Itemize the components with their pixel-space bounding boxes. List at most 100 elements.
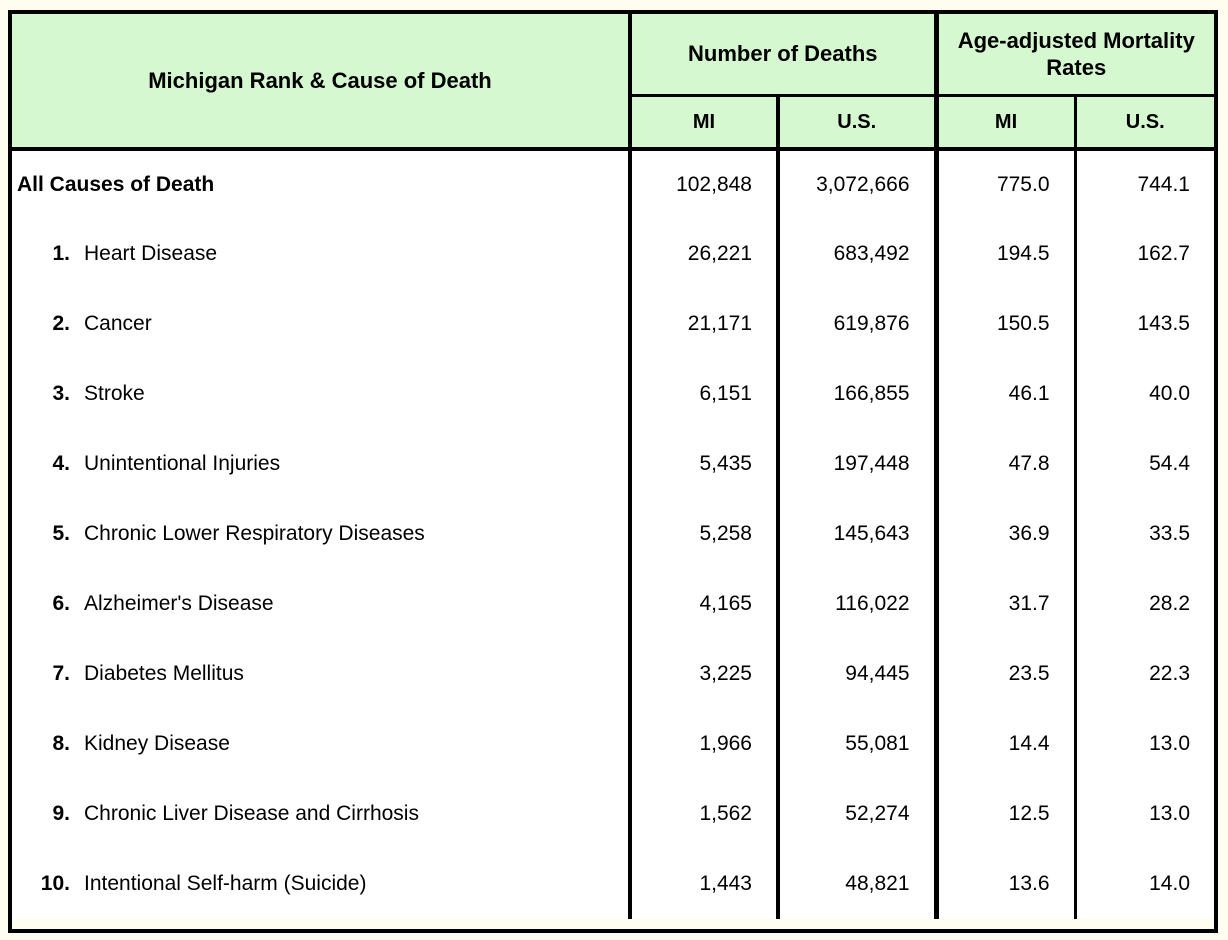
us-rate-cell: 143.5 xyxy=(1137,312,1190,335)
mi-deaths-cell: 5,435 xyxy=(630,429,780,499)
mi-rate-cell: 194.5 xyxy=(936,219,1077,289)
cause-label: Chronic Lower Respiratory Diseases xyxy=(84,522,425,545)
col-header-age-adjusted-rates: Age-adjusted Mortality Rates xyxy=(936,12,1216,97)
cause-label: Cancer xyxy=(84,312,152,335)
col-header-number-of-deaths: Number of Deaths xyxy=(630,12,939,97)
cause-label: Heart Disease xyxy=(84,242,218,265)
mi-deaths-cell: 1,443 xyxy=(630,849,780,919)
us-deaths-cell: 52,274 xyxy=(778,779,939,849)
table-row: 1. Heart Disease 26,221 683,492 194.5 162.7 xyxy=(10,219,1216,289)
cause-cell: All Causes of Death xyxy=(10,149,632,219)
table-body: All Causes of Death 102,848 3,072,666 775.0… xyxy=(10,149,1216,931)
table-row: 7. Diabetes Mellitus 3,225 94,445 23.5 22.3 xyxy=(10,639,1216,709)
rank-label: 10. xyxy=(40,872,70,895)
us-deaths-cell: 166,855 xyxy=(778,359,939,429)
cause-label: Kidney Disease xyxy=(84,732,230,755)
us-deaths-cell: 55,081 xyxy=(778,709,939,779)
rank-label: 8. xyxy=(52,732,70,755)
us-deaths-cell: 683,492 xyxy=(778,219,939,289)
rank-label: 5. xyxy=(52,522,70,545)
us-rate-cell: 54.4 xyxy=(1149,452,1190,475)
rank-label: 7. xyxy=(52,662,70,685)
us-rate-cell: 33.5 xyxy=(1149,522,1190,545)
mi-rate-cell: 23.5 xyxy=(936,639,1077,709)
rank-label: 4. xyxy=(52,452,70,475)
subheader-us-rates: U.S. xyxy=(1075,95,1216,151)
rank-label: 6. xyxy=(52,592,70,615)
mi-rate-cell: 31.7 xyxy=(936,569,1077,639)
rank-label: 9. xyxy=(52,802,70,825)
us-deaths-cell: 145,643 xyxy=(778,499,939,569)
table-row: 6. Alzheimer's Disease 4,165 116,022 31.7 28.… xyxy=(10,569,1216,639)
table-row: 4. Unintentional Injuries 5,435 197,448 47.8… xyxy=(10,429,1216,499)
subheader-mi-rates: MI xyxy=(936,95,1077,151)
table-row: 9. Chronic Liver Disease and Cirrhosis 1,5… xyxy=(10,779,1216,849)
us-deaths-cell: 3,072,666 xyxy=(778,149,939,219)
cause-cell: 5. Chronic Lower Respiratory Diseases xyxy=(10,499,632,569)
mi-deaths-cell: 21,171 xyxy=(630,289,780,359)
mi-deaths-cell: 5,258 xyxy=(630,499,780,569)
mi-rate-cell: 47.8 xyxy=(936,429,1077,499)
table-row: 5. Chronic Lower Respiratory Diseases 5,25… xyxy=(10,499,1216,569)
table-row: 10. Intentional Self-harm (Suicide) 1,443 4… xyxy=(10,849,1216,919)
cause-label: Intentional Self-harm (Suicide) xyxy=(84,872,367,895)
rank-label: 3. xyxy=(52,382,70,405)
cause-cell: 8. Kidney Disease xyxy=(10,709,632,779)
cause-cell: 9. Chronic Liver Disease and Cirrhosis xyxy=(10,779,632,849)
cause-label: Diabetes Mellitus xyxy=(84,662,244,685)
table-row: 3. Stroke 6,151 166,855 46.1 40.0 xyxy=(10,359,1216,429)
mi-rate-cell: 12.5 xyxy=(936,779,1077,849)
cause-label: All Causes of Death xyxy=(17,173,215,196)
cause-cell: 4. Unintentional Injuries xyxy=(10,429,632,499)
mortality-table: Michigan Rank & Cause of Death Number of… xyxy=(8,10,1218,933)
mi-rate-cell: 36.9 xyxy=(936,499,1077,569)
us-rate-cell: 162.7 xyxy=(1137,242,1190,265)
mi-deaths-cell: 4,165 xyxy=(630,569,780,639)
mi-rate-cell: 150.5 xyxy=(936,289,1077,359)
cause-cell: 3. Stroke xyxy=(10,359,632,429)
us-deaths-cell: 619,876 xyxy=(778,289,939,359)
mi-deaths-cell: 3,225 xyxy=(630,639,780,709)
subheader-mi-deaths: MI xyxy=(630,95,780,151)
mi-rate-cell: 46.1 xyxy=(936,359,1077,429)
subheader-us-deaths: U.S. xyxy=(778,95,939,151)
mi-rate-cell: 14.4 xyxy=(936,709,1077,779)
us-deaths-cell: 94,445 xyxy=(778,639,939,709)
us-deaths-cell: 116,022 xyxy=(778,569,939,639)
cause-cell: 6. Alzheimer's Disease xyxy=(10,569,632,639)
cause-cell: 7. Diabetes Mellitus xyxy=(10,639,632,709)
us-rate-cell: 22.3 xyxy=(1149,662,1190,685)
us-rate-cell: 28.2 xyxy=(1149,592,1190,615)
us-deaths-cell: 48,821 xyxy=(778,849,939,919)
header-row-sub: MI U.S. MI U.S. xyxy=(10,95,1216,151)
us-rate-cell: 744.1 xyxy=(1137,173,1190,196)
cause-cell: 1. Heart Disease xyxy=(10,219,632,289)
us-rate-cell: 13.0 xyxy=(1149,732,1190,755)
cause-label: Alzheimer's Disease xyxy=(84,592,274,615)
us-rate-cell: 13.0 xyxy=(1149,802,1190,825)
table-row: All Causes of Death 102,848 3,072,666 775.0… xyxy=(10,149,1216,219)
cause-cell: 10. Intentional Self-harm (Suicide) xyxy=(10,849,632,919)
mi-deaths-cell: 26,221 xyxy=(630,219,780,289)
header-row-groups: Michigan Rank & Cause of Death Number of… xyxy=(10,12,1216,151)
mi-deaths-cell: 6,151 xyxy=(630,359,780,429)
us-deaths-cell: 197,448 xyxy=(778,429,939,499)
cause-label: Stroke xyxy=(84,382,145,405)
rank-label: 1. xyxy=(52,242,70,265)
col-header-cause: Michigan Rank & Cause of Death xyxy=(10,12,632,151)
table-row: 2. Cancer 21,171 619,876 150.5 143.5 xyxy=(10,289,1216,359)
mi-deaths-cell: 1,562 xyxy=(630,779,780,849)
table-row: 8. Kidney Disease 1,966 55,081 14.4 13.0 xyxy=(10,709,1216,779)
cause-label: Unintentional Injuries xyxy=(84,452,281,475)
cause-label: Chronic Liver Disease and Cirrhosis xyxy=(84,802,419,825)
table-header: Michigan Rank & Cause of Death Number of… xyxy=(10,12,1216,151)
mi-rate-cell: 13.6 xyxy=(936,849,1077,919)
mi-deaths-cell: 102,848 xyxy=(630,149,780,219)
rank-label: 2. xyxy=(52,312,70,335)
cause-cell: 2. Cancer xyxy=(10,289,632,359)
mi-deaths-cell: 1,966 xyxy=(630,709,780,779)
bottom-spacer-row xyxy=(10,919,1216,931)
us-rate-cell: 40.0 xyxy=(1149,382,1190,405)
mi-rate-cell: 775.0 xyxy=(936,149,1077,219)
us-rate-cell: 14.0 xyxy=(1149,872,1190,895)
